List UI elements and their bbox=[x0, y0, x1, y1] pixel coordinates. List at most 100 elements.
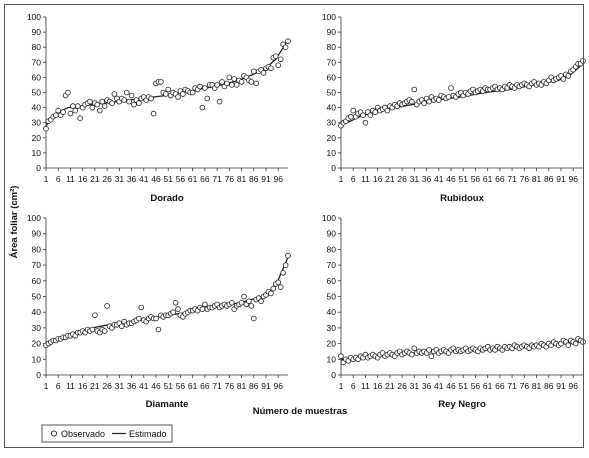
chart-panel-1-x-tick-label: 6 bbox=[56, 174, 61, 184]
chart-panel-1-observed-point bbox=[77, 115, 83, 121]
chart-panel-3-x-tick-label: 16 bbox=[78, 381, 88, 391]
chart-panel-2-observed-point bbox=[421, 100, 427, 106]
chart-panel-1-observed-point bbox=[109, 100, 115, 106]
chart-panel-4-x-tick-label: 61 bbox=[483, 381, 493, 391]
chart-panel-3-y-tick-label: 20 bbox=[32, 339, 42, 349]
chart-panel-1-observed-point bbox=[175, 94, 181, 100]
chart-panel-1-observed-point bbox=[99, 98, 105, 105]
chart-panel-1-observed-point bbox=[123, 89, 130, 96]
chart-panel-2-observed-point bbox=[409, 98, 415, 105]
chart-panel-1-observed-point bbox=[158, 79, 164, 85]
chart-panel-1-observed-point bbox=[60, 109, 66, 115]
chart-panel-1-observed-point bbox=[199, 104, 206, 111]
chart-panel-2-y-tick-label: 100 bbox=[322, 12, 336, 22]
chart-panel-1-y-tick-label: 60 bbox=[32, 72, 42, 82]
chart-panel-2-y-tick-label: 20 bbox=[327, 133, 337, 143]
chart-panel-4-x-tick-label: 66 bbox=[495, 381, 505, 391]
chart-panel-2-observed-point bbox=[580, 57, 586, 64]
chart-panel-3-x-tick-label: 46 bbox=[151, 381, 161, 391]
chart-panel-1-observed-point bbox=[277, 56, 284, 63]
chart-panel-2-observed-point bbox=[360, 112, 366, 118]
legend: Observado Estimado bbox=[41, 424, 173, 443]
chart-panel-3-x-tick-label: 6 bbox=[56, 381, 61, 391]
chart-panel-1-x-tick-label: 96 bbox=[273, 174, 283, 184]
chart-panel-3-y-tick-label: 80 bbox=[32, 244, 42, 254]
legend-box bbox=[41, 424, 173, 443]
chart-panel-1-observed-point bbox=[260, 70, 267, 76]
chart-panel-3-y-tick-label: 0 bbox=[36, 370, 41, 380]
chart-panel-3-observed-point bbox=[268, 290, 274, 297]
chart-panel-3-observed-point bbox=[175, 306, 181, 312]
chart-panel-1-observed-point bbox=[94, 101, 101, 108]
chart-panel-1-x-tick-label: 1 bbox=[44, 174, 49, 184]
chart-panel-1-x-tick-label: 86 bbox=[249, 174, 259, 184]
chart-panel-4-observed-point bbox=[409, 351, 415, 358]
chart-panel-3-x-tick-label: 41 bbox=[139, 381, 149, 391]
chart-panel-1-x-tick-label: 16 bbox=[78, 174, 88, 184]
chart-panel-2-y-tick-label: 60 bbox=[327, 72, 337, 82]
chart-panel-3-y-tick-label: 60 bbox=[32, 276, 42, 286]
chart-panel-3-x-tick-label: 76 bbox=[225, 381, 235, 391]
chart-panel-1-observed-point bbox=[67, 110, 74, 117]
chart-panel-3-observed-point bbox=[258, 298, 264, 305]
chart-panel-2-x-tick-label: 1 bbox=[339, 174, 344, 184]
chart-panel-2-x-tick-label: 16 bbox=[373, 174, 383, 184]
chart-panel-2-observed-point bbox=[435, 97, 442, 103]
chart-panel-1-y-tick-label: 50 bbox=[32, 88, 42, 98]
chart-panel-2-y-tick-label: 90 bbox=[327, 27, 337, 37]
chart-panel-4-x-tick-label: 31 bbox=[410, 381, 420, 391]
chart-panel-1-y-tick-label: 20 bbox=[32, 133, 42, 143]
chart-panel-2-x-tick-label: 26 bbox=[397, 174, 407, 184]
chart-panel-2-observed-point bbox=[367, 112, 374, 118]
chart-panel-2-y-tick-label: 0 bbox=[331, 163, 336, 173]
chart-panel-3-observed-point bbox=[202, 301, 208, 308]
chart-panel-1-x-tick-label: 46 bbox=[151, 174, 161, 184]
chart-panel-4-x-tick-label: 1 bbox=[339, 381, 344, 391]
chart-panel-4-y-tick-label: 100 bbox=[322, 213, 336, 223]
chart-panel-3-observed-point bbox=[229, 299, 235, 306]
chart-panel-3-y-tick-label: 30 bbox=[32, 323, 42, 333]
chart-panel-1-observed-point bbox=[97, 107, 103, 114]
chart-panel-1-observed-point bbox=[224, 80, 230, 87]
chart-panel-3-y-tick-label: 50 bbox=[32, 292, 42, 302]
chart-panel-1-observed-point bbox=[111, 91, 118, 97]
chart-panel-1-observed-point bbox=[248, 79, 255, 85]
chart-panel-1-y-tick-label: 30 bbox=[32, 118, 42, 128]
chart-panel-1-observed-point bbox=[180, 91, 186, 97]
chart-panel-1-x-tick-label: 61 bbox=[188, 174, 198, 184]
chart-panel-1-observed-point bbox=[282, 44, 289, 50]
figure-frame bbox=[4, 4, 584, 448]
chart-panel-1-y-tick-label: 40 bbox=[32, 103, 42, 113]
chart-panel-1-x-tick-label: 66 bbox=[200, 174, 210, 184]
chart-panel-4-observed-point bbox=[428, 353, 435, 360]
chart-panel-2-y-tick-label: 10 bbox=[327, 148, 337, 158]
chart-panel-1-observed-point bbox=[216, 98, 223, 105]
chart-panel-1-x-tick-label: 31 bbox=[115, 174, 125, 184]
chart-panel-1-observed-point bbox=[253, 80, 260, 87]
chart-panel-4-x-tick-label: 6 bbox=[351, 381, 356, 391]
chart-panel-2-title: Rubidoux bbox=[440, 193, 485, 204]
chart-panel-2-y-tick-label: 80 bbox=[327, 42, 337, 52]
legend-marker-observed bbox=[50, 430, 58, 437]
chart-panel-3-observed-point bbox=[119, 323, 125, 330]
chart-panel-1-observed-point bbox=[226, 74, 233, 81]
chart-panel-3-observed-point bbox=[136, 315, 142, 322]
chart-panel-4-y-tick-label: 30 bbox=[327, 323, 337, 333]
chart-panel-3-observed-point bbox=[238, 299, 245, 306]
chart-panel-2-observed-point bbox=[448, 85, 454, 91]
chart-panel-2-x-tick-label: 81 bbox=[532, 174, 542, 184]
chart-panel-1-observed-point bbox=[75, 103, 81, 109]
chart-panel-3-y-tick-label: 100 bbox=[27, 213, 41, 223]
chart-panel-1-x-tick-label: 11 bbox=[66, 174, 75, 184]
x-axis-label: Número de muestras bbox=[253, 406, 348, 417]
chart-panel-1-observed-point bbox=[238, 79, 245, 85]
chart-panel-2-x-tick-label: 56 bbox=[471, 174, 481, 184]
chart-panel-3-observed-point bbox=[170, 309, 176, 316]
chart-panel-4-x-tick-label: 36 bbox=[422, 381, 432, 391]
chart-panel-1-x-tick-label: 26 bbox=[102, 174, 112, 184]
chart-panel-4-x-tick-label: 21 bbox=[385, 381, 395, 391]
legend-label-estimated: Estimado bbox=[129, 429, 167, 439]
